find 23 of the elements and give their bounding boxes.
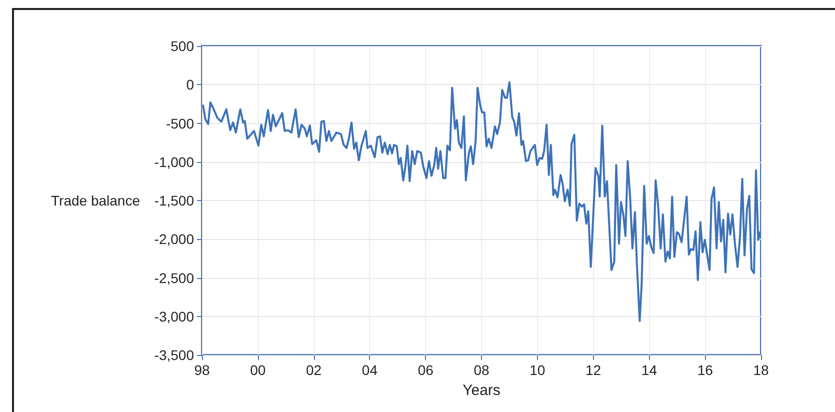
y-tick-label: -1,000 [154,154,194,170]
x-tick-label: 14 [641,362,658,378]
y-tick-label: 500 [170,38,194,54]
y-axis-title: Trade balance [51,192,140,208]
y-tick-label: -500 [166,115,194,132]
x-tick-label: 04 [362,362,378,378]
y-tick-label: -3,500 [154,347,194,363]
x-axis-title: Years [462,382,500,399]
x-tick-label: 06 [418,362,434,378]
x-tick-label: 12 [586,362,602,378]
y-tick-label: -2,500 [154,270,194,286]
y-tick-label: -2,000 [154,231,194,248]
x-tick-label: 18 [753,362,769,378]
x-tick-label: 08 [474,362,490,378]
x-tick-label: 98 [194,362,210,378]
x-tick-label: 16 [697,362,714,378]
y-tick-label: 0 [186,76,194,93]
x-tick-label: 00 [250,362,266,378]
y-tick-label: -3,000 [154,308,194,324]
x-tick-label: 02 [306,362,322,378]
x-tick-label: 10 [530,362,546,378]
line-series [202,81,762,322]
y-tick-label: -1,500 [154,192,194,208]
